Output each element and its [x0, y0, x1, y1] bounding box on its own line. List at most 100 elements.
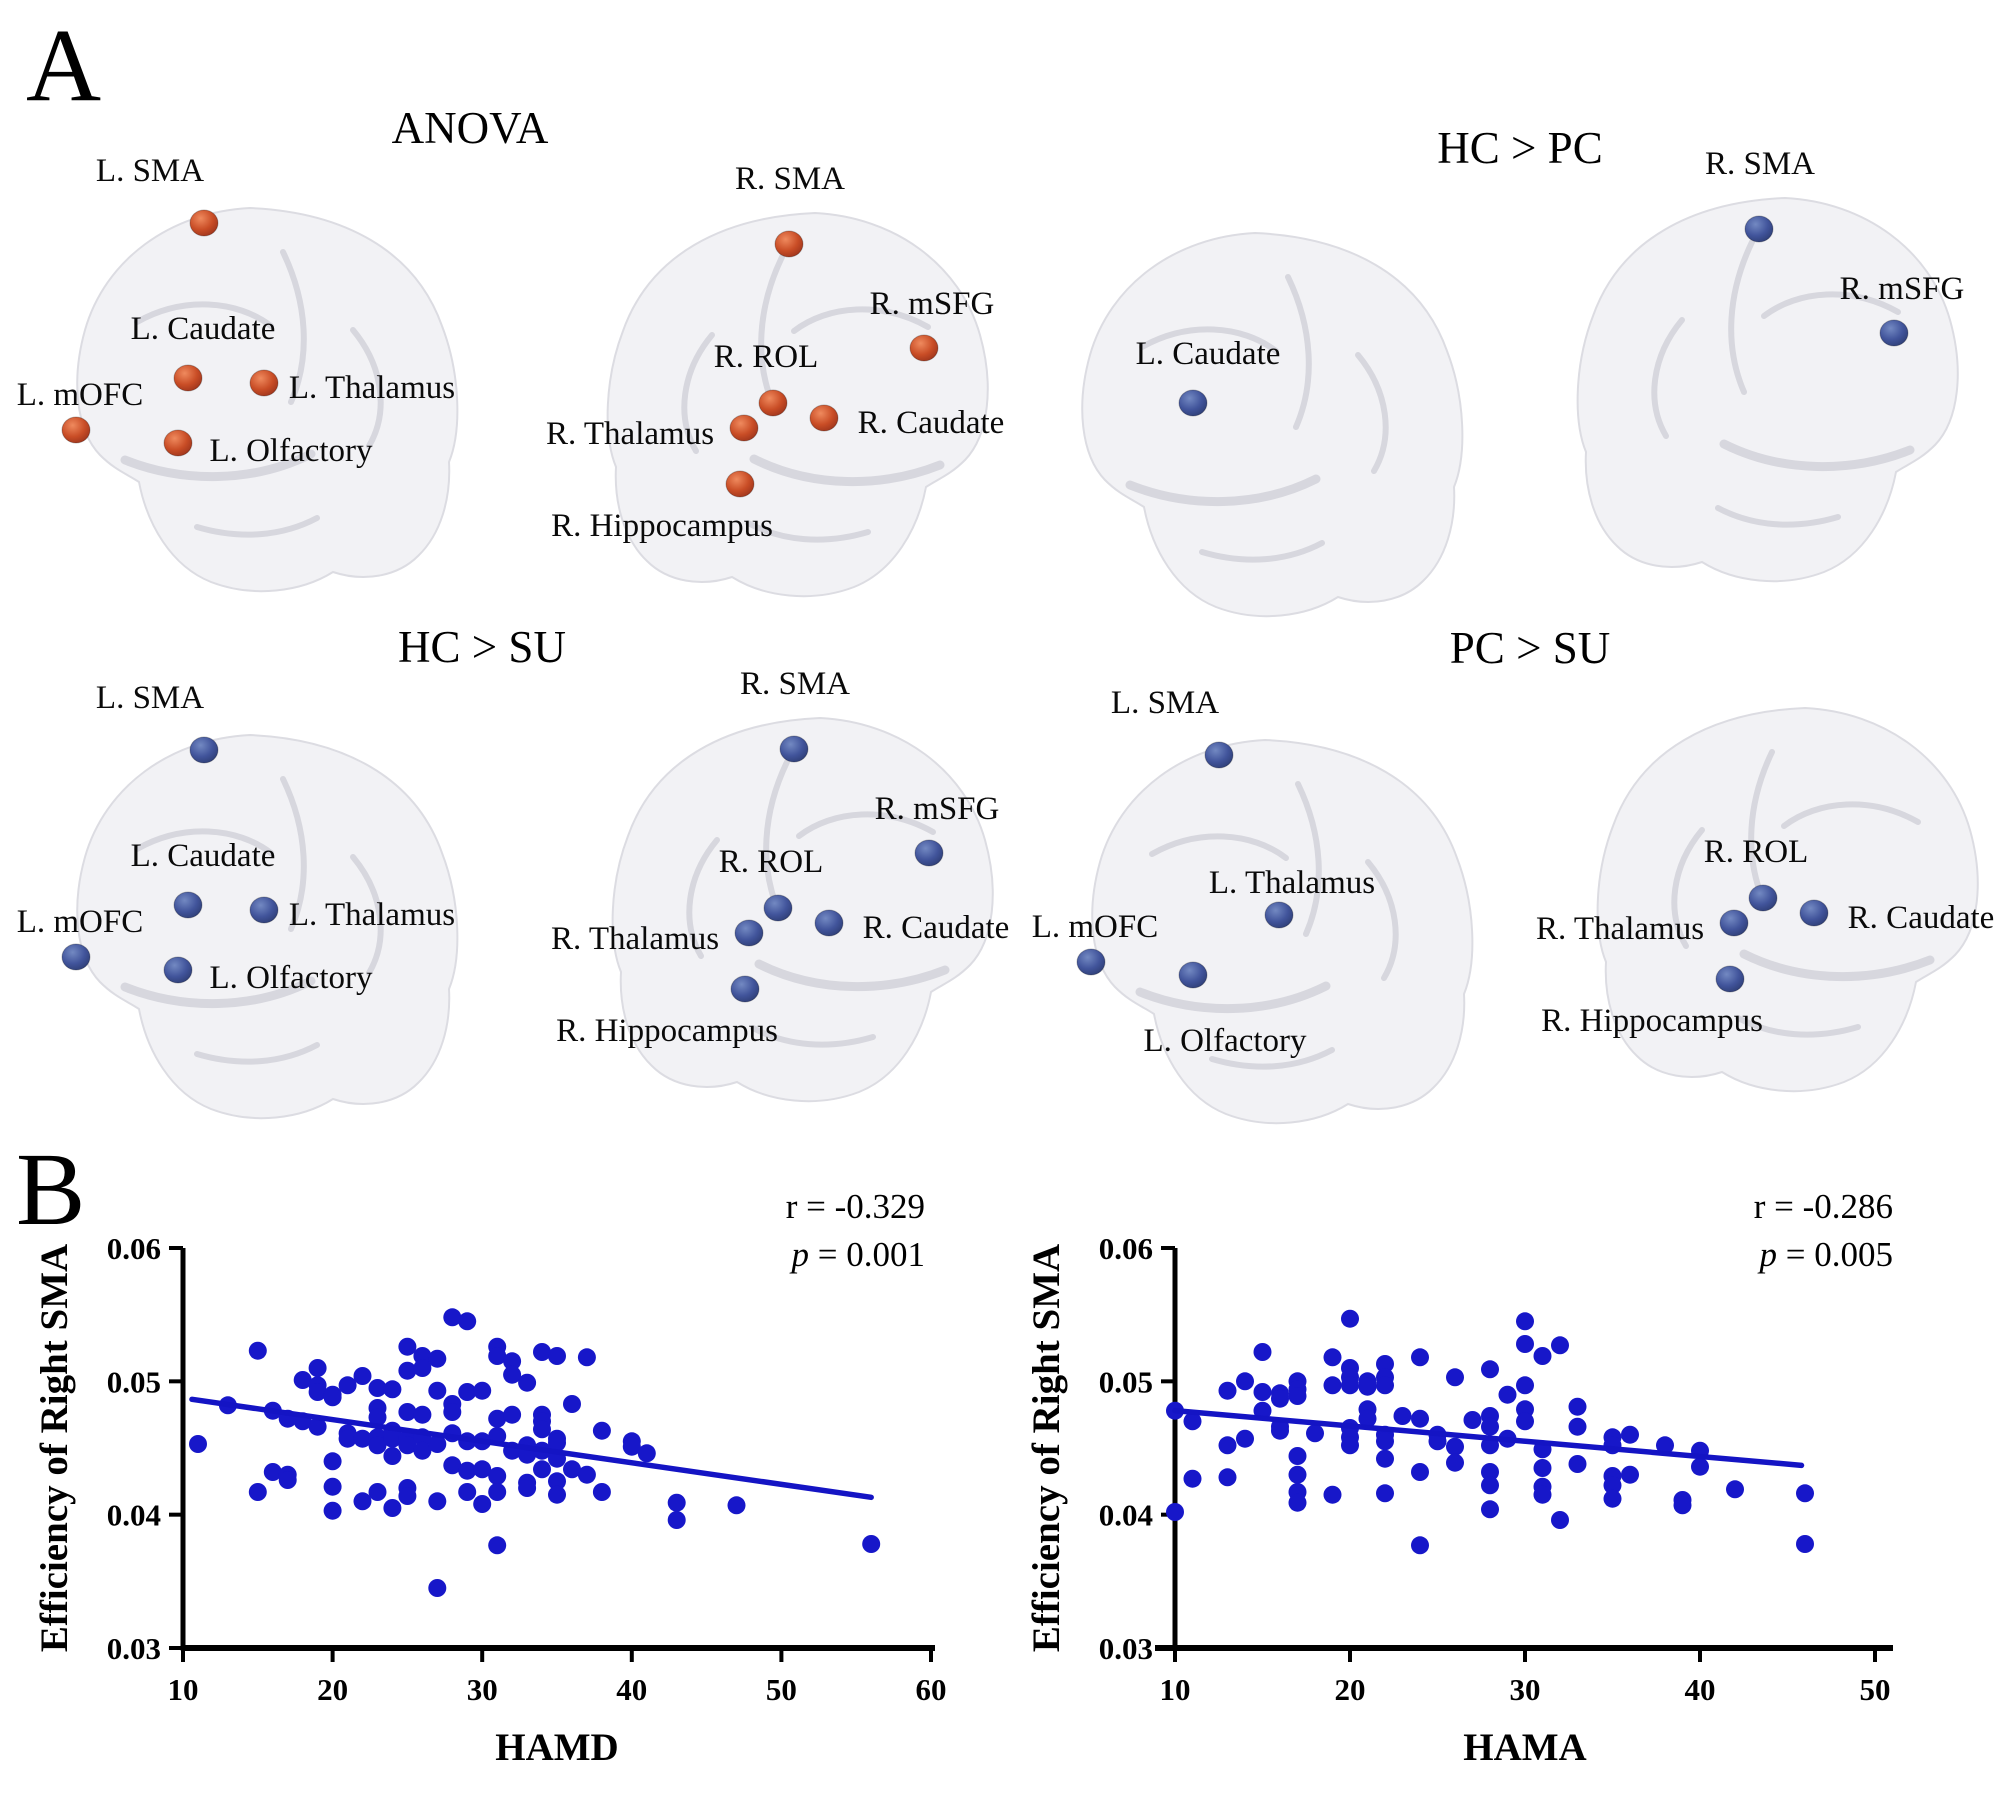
x-tick-label: 50 — [766, 1672, 797, 1707]
brain-node-thalamus — [1264, 901, 1294, 929]
brain-node-label-sma: R. SMA — [1705, 146, 1815, 182]
brain-node-label-rol: R. ROL — [1704, 834, 1809, 870]
brain-node-label-sma: R. SMA — [740, 666, 850, 702]
y-axis-title: Efficiency of Right SMA — [33, 1244, 76, 1652]
brain-node-caudate — [809, 404, 839, 432]
brain-node-thalamus — [249, 369, 279, 397]
brain-node-label-thalamus: R. Thalamus — [546, 416, 714, 452]
group-title-hc-pc: HC > PC — [1437, 123, 1603, 173]
brain-sulcus-line — [1125, 474, 1321, 507]
brain-node-mofc — [61, 943, 91, 971]
brain-anova-right: R. SMA R. mSFG R. ROL R. Thalamus R. Caudate… — [546, 161, 1004, 598]
x-tick-label: 10 — [168, 1672, 199, 1707]
brain-sulcus-line — [1715, 505, 1841, 528]
brain-node-label-sma: L. SMA — [96, 153, 204, 189]
brain-node-rol — [763, 894, 793, 922]
brain-node-sma — [189, 736, 219, 764]
r-value-text: r = -0.329 — [786, 1187, 925, 1226]
x-tick-label: 30 — [467, 1672, 498, 1707]
brain-hc-su-right: R. SMA R. mSFG R. ROL R. Thalamus R. Caudate… — [551, 666, 1010, 1103]
brain-sulcus-line — [763, 759, 790, 915]
panel-a-letter: A — [26, 8, 102, 123]
brain-node-label-msfg: R. mSFG — [1840, 271, 1965, 307]
brain-node-label-thalamus: R. Thalamus — [551, 921, 719, 957]
brain-sulcus-line — [1149, 833, 1289, 861]
brain-silhouette — [76, 206, 459, 593]
brain-anova-left: L. SMA L. Caudate L. Thalamus L. mOFC L. Olf… — [17, 153, 459, 593]
brain-sulcus-line — [280, 249, 307, 405]
brain-node-label-msfg: R. mSFG — [870, 286, 995, 322]
hama-scatter-chart: 0.03 0.04 0.05 0.06 10 20 30 40 50 Efficiency of … — [1025, 1187, 1893, 1769]
trend-line — [1172, 1407, 1805, 1469]
brain-hc-pc-right: R. SMA R. mSFG — [1576, 146, 1965, 583]
brain-node-mofc — [61, 416, 91, 444]
scatter-points — [189, 1308, 881, 1597]
brain-sulcus-line — [1651, 317, 1685, 439]
brain-sulcus-line — [1735, 1015, 1861, 1038]
brain-node-olfactory — [163, 956, 193, 984]
brain-node-sma — [1744, 215, 1774, 243]
brain-node-label-rol: R. ROL — [719, 844, 824, 880]
brain-silhouette — [1576, 196, 1959, 583]
brain-sulcus-line — [681, 332, 715, 454]
brain-node-sma — [774, 230, 804, 258]
brain-silhouette — [1081, 231, 1464, 618]
brain-sulcus-line — [791, 306, 931, 334]
group-title-anova: ANOVA — [391, 103, 549, 153]
brain-node-label-hippocampus: R. Hippocampus — [556, 1013, 778, 1049]
brain-node-label-msfg: R. mSFG — [875, 791, 1000, 827]
brain-node-olfactory — [163, 429, 193, 457]
brain-sulcus-line — [1135, 981, 1331, 1014]
brain-sulcus-line — [1781, 801, 1921, 829]
brain-sulcus-line — [1671, 827, 1705, 949]
brain-node-label-caudate: R. Caudate — [1848, 900, 1995, 936]
brain-sulcus-line — [1285, 274, 1312, 430]
brain-sulcus-line — [1355, 352, 1389, 474]
brain-sulcus-line — [1139, 326, 1279, 354]
brain-node-hippocampus — [725, 470, 755, 498]
x-axis-title: HAMA — [1463, 1726, 1586, 1769]
brain-sulcus-line — [749, 454, 945, 487]
brain-node-hippocampus — [1715, 965, 1745, 993]
brain-node-label-mofc: L. mOFC — [17, 904, 144, 940]
brain-node-msfg — [909, 334, 939, 362]
y-tick-label: 0.05 — [107, 1364, 161, 1399]
brain-sulcus-line — [134, 828, 274, 856]
x-axis-title: HAMD — [495, 1726, 618, 1769]
axes: 0.03 0.04 0.05 0.06 10 20 30 40 50 60 — [107, 1231, 947, 1707]
brain-node-thalamus — [1719, 909, 1749, 937]
brain-sulcus-line — [350, 327, 384, 449]
brain-node-label-mofc: L. mOFC — [17, 377, 144, 413]
brain-sulcus-line — [1199, 540, 1325, 563]
hamd-scatter-chart: 0.03 0.04 0.05 0.06 10 20 30 40 50 60 Efficiency o… — [33, 1187, 947, 1769]
brain-sulcus-line — [1748, 749, 1775, 905]
brain-sulcus-line — [1719, 439, 1915, 472]
brain-node-caudate — [173, 891, 203, 919]
brain-node-label-thalamus: R. Thalamus — [1536, 911, 1704, 947]
brain-node-sma — [779, 735, 809, 763]
brain-sulcus-line — [120, 449, 316, 482]
brain-node-label-thalamus: L. Thalamus — [1209, 865, 1375, 901]
brain-node-caudate — [1178, 389, 1208, 417]
brain-node-olfactory — [1178, 961, 1208, 989]
x-tick-label: 10 — [1160, 1672, 1191, 1707]
brain-node-rol — [758, 389, 788, 417]
y-tick-label: 0.06 — [1099, 1231, 1153, 1266]
brain-hc-su-left: L. SMA L. Caudate L. Thalamus L. mOFC L. Olf… — [17, 680, 459, 1120]
brain-node-sma — [189, 209, 219, 237]
brain-sulcus-line — [1365, 859, 1399, 981]
x-tick-label: 60 — [916, 1672, 947, 1707]
brain-node-label-caudate: R. Caudate — [863, 910, 1010, 946]
p-value-text: p = 0.001 — [789, 1235, 926, 1274]
brain-node-label-mofc: L. mOFC — [1032, 909, 1159, 945]
brain-sulcus-line — [758, 254, 785, 410]
brain-silhouette — [1091, 738, 1474, 1125]
brain-pc-su-right: R. ROL R. Thalamus R. Caudate R. Hippocampu… — [1536, 706, 1995, 1093]
r-value-text: r = -0.286 — [1754, 1187, 1893, 1226]
brain-node-label-olfactory: L. Olfactory — [1143, 1023, 1307, 1059]
brain-node-caudate — [814, 909, 844, 937]
brain-sulcus-line — [1761, 291, 1901, 319]
brain-node-label-rol: R. ROL — [714, 339, 819, 375]
brain-node-hippocampus — [730, 975, 760, 1003]
